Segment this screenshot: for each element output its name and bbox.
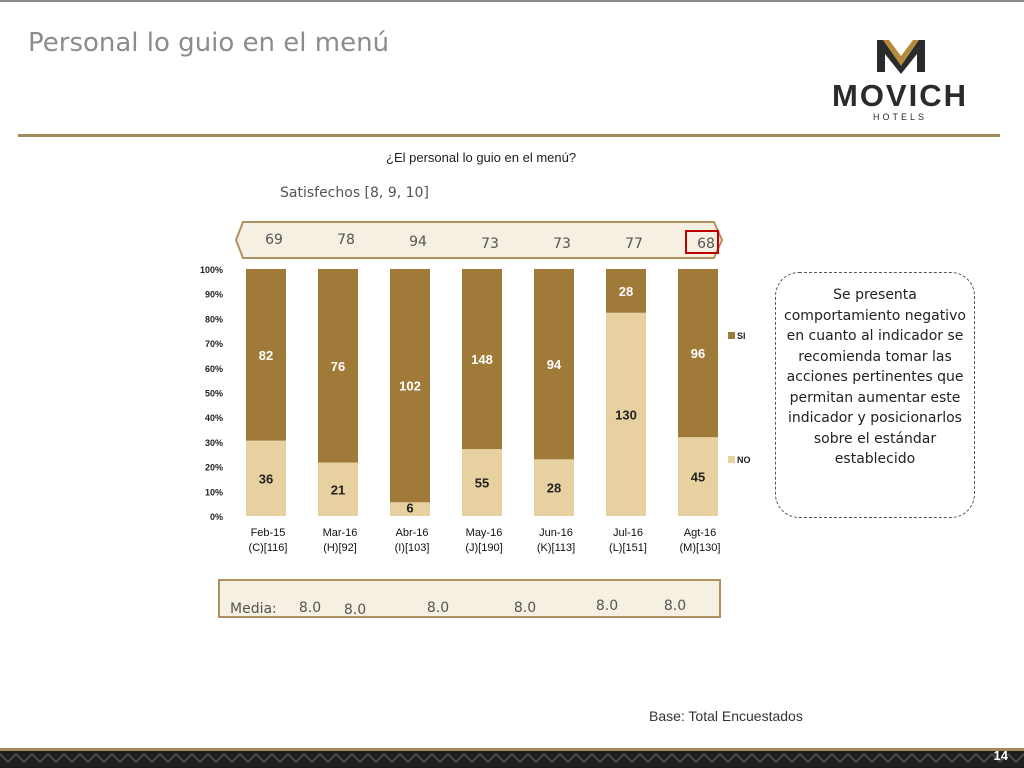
satisfied-value: 68 (697, 236, 715, 252)
bar-no (246, 440, 286, 516)
y-tick-label: 90% (205, 290, 223, 300)
bar-label-no: 45 (691, 470, 705, 485)
satisfied-panel (234, 221, 724, 259)
bar-label-si: 76 (331, 359, 345, 374)
bar-no (534, 459, 574, 516)
y-tick-label: 10% (205, 487, 223, 497)
y-tick-label: 40% (205, 413, 223, 423)
x-tick-label: Jun-16 (539, 527, 573, 539)
bar-si (462, 269, 502, 450)
logo-subtext: HOTELS (873, 112, 927, 122)
y-tick-label: 100% (200, 265, 223, 275)
y-tick-label: 30% (205, 438, 223, 448)
x-tick-label: Abr-16 (395, 527, 428, 539)
page-title: Personal lo guio en el menú (28, 28, 390, 58)
bar-label-si: 102 (399, 379, 421, 394)
x-tick-label: Mar-16 (323, 527, 358, 539)
x-tick-label: May-16 (466, 527, 503, 539)
satisfied-value: 94 (409, 234, 427, 250)
satisfied-value: 69 (265, 232, 283, 248)
logo-text: MOVICH (832, 78, 968, 113)
x-tick-sublabel: (K)[113] (537, 542, 575, 554)
bar-label-si: 148 (471, 352, 493, 367)
bar-label-si: 94 (547, 357, 562, 372)
bar-label-no: 28 (547, 481, 561, 496)
x-tick-sublabel: (C)[116] (249, 542, 288, 554)
bar-si (606, 269, 646, 313)
media-value: 8.0 (344, 602, 366, 618)
x-tick-label: Feb-15 (251, 527, 286, 539)
bar-si (678, 269, 718, 438)
satisfied-value: 73 (553, 236, 571, 252)
satisfied-value: 78 (337, 232, 355, 248)
x-tick-label: Jul-16 (613, 527, 643, 539)
legend-label-si: SI (737, 331, 746, 341)
bar-label-no: 130 (615, 407, 637, 422)
media-value: 8.0 (427, 600, 449, 616)
legend-swatch-si (728, 332, 735, 339)
y-tick-label: 0% (210, 512, 223, 522)
bar-si (246, 269, 286, 441)
base-text: Base: Total Encuestados (649, 708, 803, 724)
bar-si (534, 269, 574, 460)
media-label: Media: (230, 601, 277, 617)
bar-label-no: 21 (331, 482, 345, 497)
x-tick-sublabel: (I)[103] (395, 542, 430, 554)
header-rule (18, 134, 1000, 137)
media-value: 8.0 (299, 600, 321, 616)
y-tick-label: 60% (205, 364, 223, 374)
x-tick-sublabel: (H)[92] (323, 542, 357, 554)
highlight-box (685, 230, 719, 254)
bar-no (678, 437, 718, 516)
satisfied-value: 77 (625, 236, 643, 252)
movich-logo: MOVICH HOTELS (815, 38, 990, 124)
bar-label-no: 36 (259, 471, 273, 486)
bar-no (390, 502, 430, 516)
legend-label-no: NO (737, 455, 751, 465)
y-tick-label: 70% (205, 339, 223, 349)
bar-no (462, 449, 502, 516)
satisfied-label: Satisfechos [8, 9, 10] (280, 185, 429, 201)
x-tick-sublabel: (M)[130] (680, 542, 721, 554)
media-value: 8.0 (596, 598, 618, 614)
bar-si (390, 269, 430, 503)
chart-title: ¿El personal lo guio en el menú? (386, 150, 577, 165)
y-tick-label: 50% (205, 389, 223, 399)
bar-label-si: 96 (691, 346, 705, 361)
comment-box: Se presenta comportamiento negativo en c… (775, 272, 975, 518)
footer-pattern (0, 748, 1024, 768)
legend-swatch-no (728, 456, 735, 463)
bar-label-no: 6 (406, 500, 413, 515)
y-tick-label: 80% (205, 314, 223, 324)
top-border-line (0, 0, 1024, 2)
page-number: 14 (993, 748, 1008, 763)
x-tick-sublabel: (L)[151] (609, 542, 647, 554)
bar-no (318, 462, 358, 516)
media-value: 8.0 (664, 598, 686, 614)
y-tick-label: 20% (205, 463, 223, 473)
bar-label-no: 55 (475, 476, 489, 491)
bar-label-si: 28 (619, 284, 633, 299)
x-tick-label: Agt-16 (684, 527, 716, 539)
logo-emblem-icon (877, 40, 925, 74)
media-panel (218, 579, 721, 618)
satisfied-value: 73 (481, 236, 499, 252)
bar-label-si: 82 (259, 348, 273, 363)
bar-si (318, 269, 358, 463)
x-tick-sublabel: (J)[190] (465, 542, 502, 554)
media-value: 8.0 (514, 600, 536, 616)
bar-no (606, 312, 646, 516)
